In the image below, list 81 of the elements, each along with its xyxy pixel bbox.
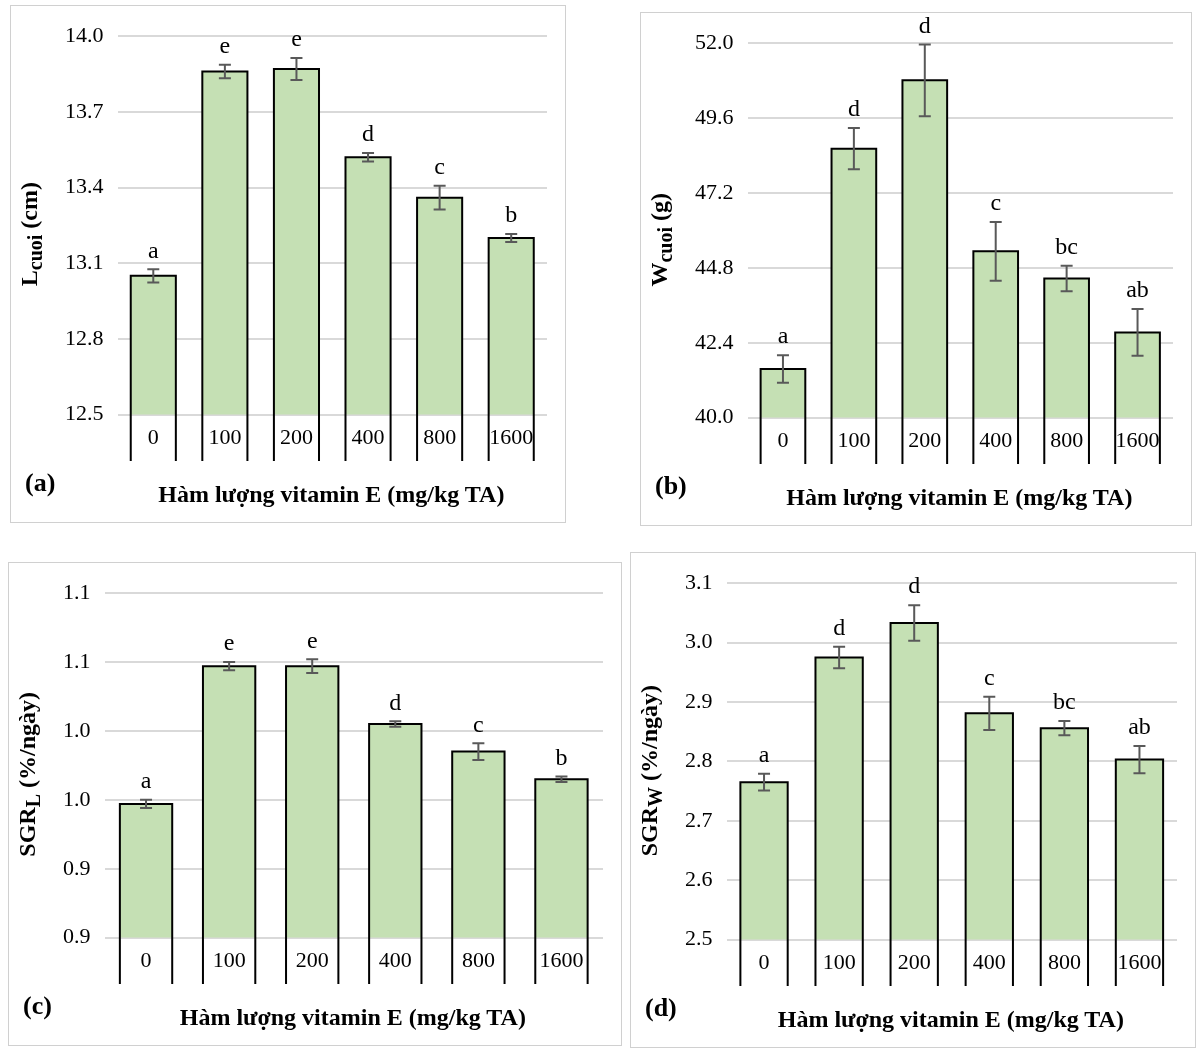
y-tick-label: 52.0 <box>695 28 734 54</box>
text: (d) <box>645 992 677 1023</box>
annotation: d <box>908 571 921 598</box>
annotation: d <box>389 688 402 715</box>
annotation: a <box>777 322 789 348</box>
x-tick-label: 400 <box>979 426 1013 452</box>
y-tick-label: 1.0 <box>63 716 91 742</box>
x-tick-label: 200 <box>908 426 942 452</box>
y-tick-label: 0.9 <box>63 854 91 879</box>
y-tick-label: 2.6 <box>685 865 713 891</box>
y-tick-label: 13.4 <box>65 172 104 198</box>
annotation: e <box>291 24 302 51</box>
x-tick-label: 400 <box>378 946 412 972</box>
annotation: c <box>434 152 445 179</box>
y-tick-label: 3.1 <box>685 568 713 594</box>
x-tick-label: 800 <box>461 946 495 972</box>
x-tick-label: 100 <box>208 423 242 449</box>
annotation: bc <box>1053 687 1076 714</box>
text: (c) <box>23 990 52 1021</box>
y-tick-label: 2.8 <box>685 746 713 772</box>
x-tick-label: 0 <box>140 946 152 972</box>
x-tick-label: 200 <box>279 423 313 449</box>
y-tick-label: 12.5 <box>65 399 104 425</box>
y-tick-label: 44.8 <box>695 253 734 279</box>
annotation: d <box>918 11 931 38</box>
x-axis-title: Hàm lượng vitamin E (mg/kg TA) <box>777 1005 1124 1033</box>
y-tick-label: 0.9 <box>63 922 91 948</box>
text: (a) <box>25 467 56 498</box>
x-tick-label: 400 <box>972 948 1006 974</box>
annotation: a <box>758 740 770 767</box>
y-tick-label: 42.4 <box>695 328 734 353</box>
annotation: e <box>306 626 318 653</box>
annotation: c <box>473 710 484 737</box>
x-tick-label: 800 <box>423 423 457 449</box>
y-tick-label: 49.6 <box>695 103 734 129</box>
x-tick-label: 1600 <box>1115 426 1160 452</box>
x-tick-label: 100 <box>822 948 856 974</box>
x-tick-label: 800 <box>1050 426 1084 452</box>
annotation: ab <box>1128 712 1151 739</box>
annotation: e <box>223 628 235 655</box>
text: (b) <box>655 470 687 501</box>
y-tick-label: 13.1 <box>65 248 104 274</box>
x-tick-label: 800 <box>1047 948 1081 974</box>
x-tick-label: 0 <box>147 423 159 449</box>
x-axis-title: Hàm lượng vitamin E (mg/kg TA) <box>158 480 505 508</box>
x-tick-label: 1600 <box>539 946 584 972</box>
y-tick-label: 3.0 <box>685 627 713 653</box>
annotation: a <box>140 766 152 793</box>
annotation: a <box>147 236 159 263</box>
annotation: e <box>219 31 231 58</box>
annotation: c <box>983 663 995 690</box>
y-tick-label: 2.5 <box>685 924 713 950</box>
y-tick-label: 1.0 <box>63 785 91 811</box>
y-tick-label: 1.1 <box>63 578 91 604</box>
y-tick-label: 13.7 <box>65 97 104 123</box>
y-tick-label: 1.1 <box>63 647 91 673</box>
x-tick-label: 200 <box>897 948 931 974</box>
y-tick-label: 47.2 <box>695 178 734 204</box>
y-tick-label: 12.8 <box>65 324 104 350</box>
y-tick-label: 40.0 <box>695 402 734 428</box>
x-tick-label: 400 <box>351 423 385 449</box>
y-tick-label: 2.9 <box>685 687 713 713</box>
x-tick-label: 0 <box>758 948 770 974</box>
annotation: d <box>833 613 846 640</box>
annotation: bc <box>1055 232 1078 259</box>
x-tick-label: 0 <box>777 426 789 452</box>
annotation: c <box>990 188 1002 215</box>
x-tick-label: 1600 <box>489 423 534 449</box>
y-tick-label: 2.7 <box>685 806 713 832</box>
x-tick-label: 1600 <box>1117 948 1162 974</box>
x-tick-label: 100 <box>837 426 871 452</box>
annotation: b <box>505 200 518 227</box>
x-axis-title: Hàm lượng vitamin E (mg/kg TA) <box>786 483 1133 511</box>
annotation: d <box>847 94 860 121</box>
annotation: b <box>555 743 568 770</box>
y-tick-label: 14.0 <box>65 21 104 47</box>
x-axis-title: Hàm lượng vitamin E (mg/kg TA) <box>179 1003 526 1031</box>
annotation: d <box>362 119 375 146</box>
x-tick-label: 200 <box>295 946 329 972</box>
annotation: ab <box>1126 275 1149 302</box>
x-tick-label: 100 <box>212 946 246 972</box>
